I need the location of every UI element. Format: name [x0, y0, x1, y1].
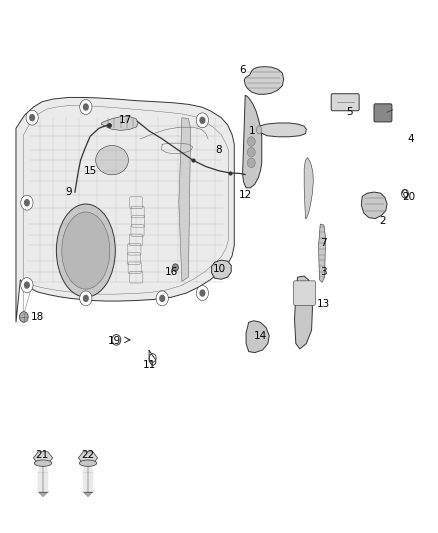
Text: 17: 17: [119, 115, 132, 125]
Text: 9: 9: [65, 187, 72, 197]
Circle shape: [247, 148, 255, 157]
Circle shape: [247, 158, 255, 167]
Text: 1: 1: [248, 126, 255, 136]
Circle shape: [21, 278, 33, 293]
FancyBboxPatch shape: [293, 281, 315, 305]
Circle shape: [199, 117, 205, 124]
Circle shape: [24, 199, 30, 206]
Circle shape: [83, 295, 89, 302]
Polygon shape: [258, 123, 306, 137]
Text: 12: 12: [239, 190, 252, 200]
Polygon shape: [361, 192, 387, 219]
Polygon shape: [304, 158, 313, 219]
Text: 7: 7: [321, 238, 327, 247]
Polygon shape: [101, 117, 138, 131]
Text: 15: 15: [84, 166, 97, 176]
Polygon shape: [318, 224, 325, 282]
Polygon shape: [33, 452, 53, 464]
Text: 18: 18: [31, 312, 44, 322]
Circle shape: [172, 264, 178, 271]
Text: 21: 21: [35, 450, 49, 460]
Text: 13: 13: [317, 298, 330, 309]
Circle shape: [80, 100, 92, 115]
Circle shape: [21, 195, 33, 210]
Circle shape: [83, 103, 89, 111]
Polygon shape: [212, 260, 231, 279]
Text: 3: 3: [321, 267, 327, 277]
FancyBboxPatch shape: [374, 104, 392, 122]
Ellipse shape: [34, 460, 52, 466]
Ellipse shape: [257, 126, 262, 134]
Text: 11: 11: [142, 360, 156, 370]
Circle shape: [24, 281, 30, 289]
Polygon shape: [78, 452, 98, 464]
Circle shape: [26, 110, 38, 125]
Text: 16: 16: [164, 267, 177, 277]
Circle shape: [19, 312, 28, 322]
Polygon shape: [39, 492, 47, 497]
Polygon shape: [243, 95, 262, 188]
Circle shape: [156, 291, 168, 306]
Ellipse shape: [62, 212, 110, 289]
Text: 19: 19: [108, 336, 121, 346]
Circle shape: [80, 291, 92, 306]
Polygon shape: [16, 98, 234, 322]
Polygon shape: [294, 276, 312, 349]
Circle shape: [159, 295, 165, 302]
Polygon shape: [246, 321, 269, 353]
Text: 2: 2: [379, 216, 386, 227]
Text: 20: 20: [403, 192, 416, 203]
Ellipse shape: [57, 204, 115, 297]
Text: 22: 22: [81, 450, 95, 460]
Ellipse shape: [79, 460, 97, 466]
Circle shape: [29, 114, 35, 122]
Circle shape: [196, 113, 208, 128]
FancyBboxPatch shape: [331, 94, 359, 111]
Ellipse shape: [95, 146, 128, 175]
Circle shape: [196, 286, 208, 301]
Polygon shape: [244, 67, 284, 94]
Polygon shape: [84, 492, 92, 497]
Circle shape: [247, 137, 255, 147]
Circle shape: [199, 289, 205, 297]
Text: 14: 14: [254, 330, 267, 341]
Text: 6: 6: [240, 65, 246, 75]
Text: 5: 5: [346, 107, 353, 117]
Polygon shape: [179, 118, 191, 281]
Text: 8: 8: [215, 144, 223, 155]
Text: 4: 4: [408, 134, 414, 144]
Text: 10: 10: [212, 264, 226, 274]
